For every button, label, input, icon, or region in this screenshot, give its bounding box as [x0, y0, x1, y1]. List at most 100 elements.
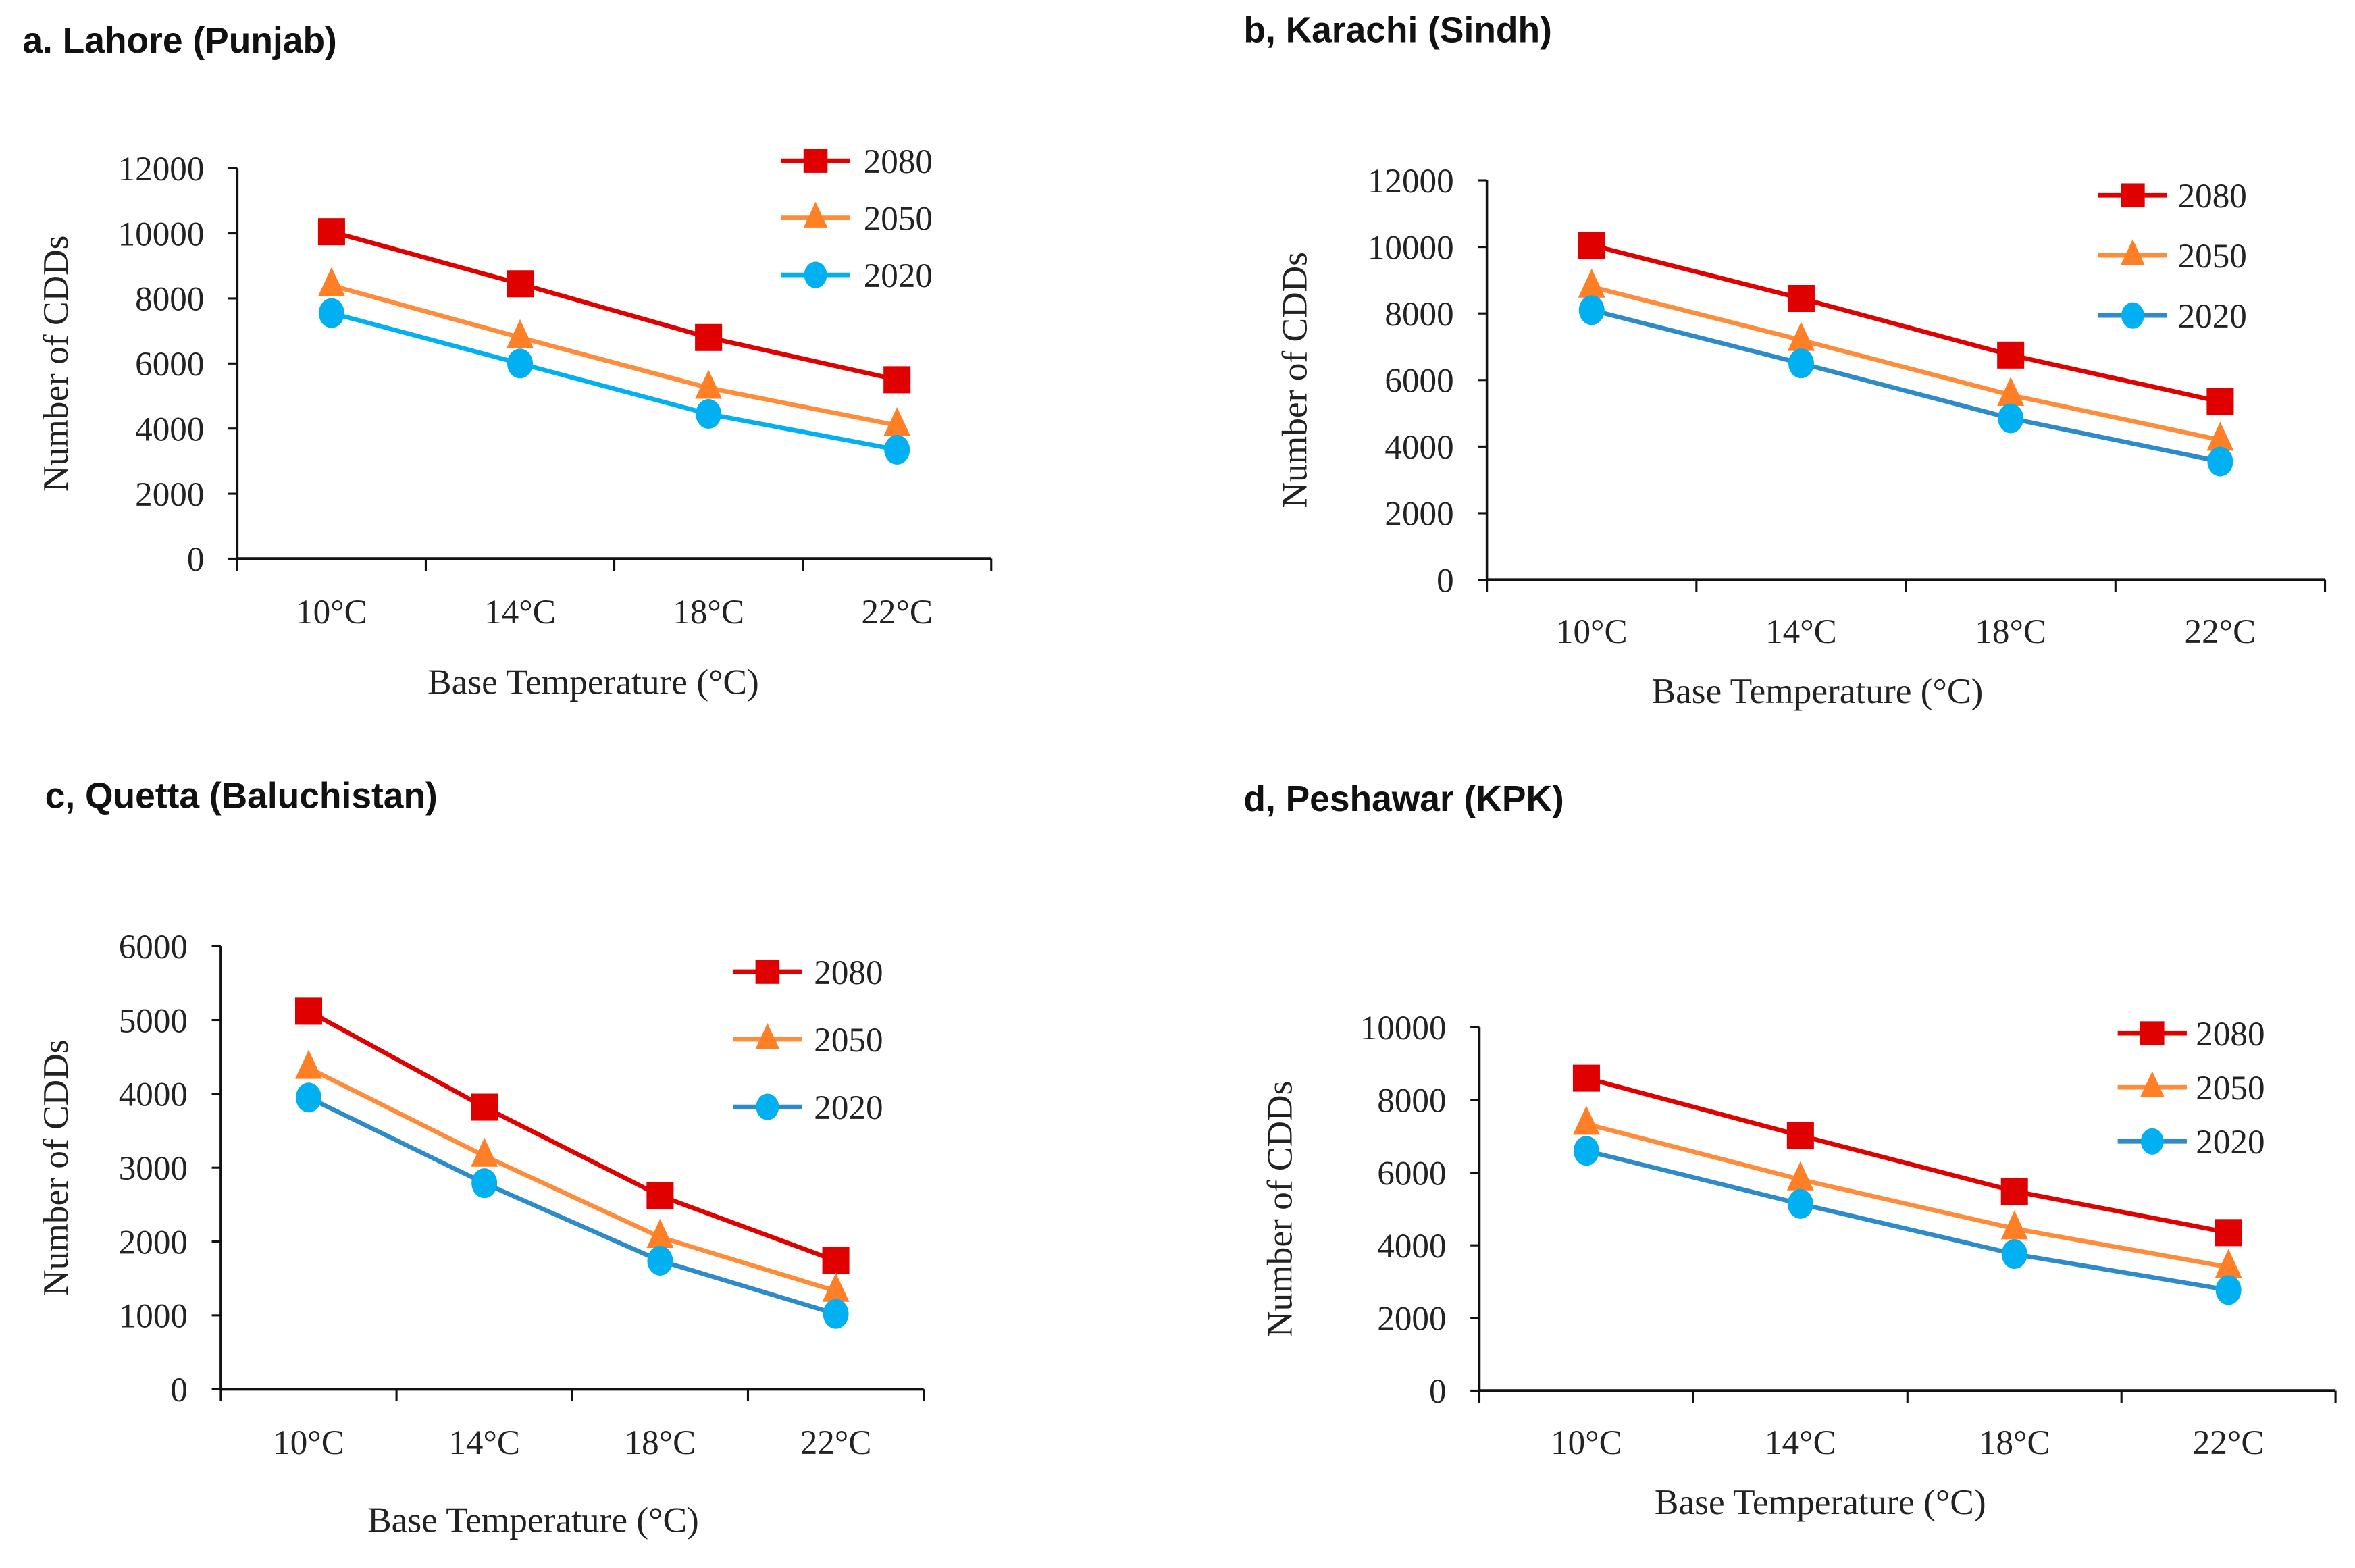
series-line-2020	[1590, 308, 2221, 464]
series-line-2080	[307, 1009, 837, 1263]
data-point-2050	[883, 407, 911, 436]
data-point-2080	[1786, 1122, 1814, 1149]
series-line-2050	[1586, 1122, 2229, 1270]
series-2080	[1578, 232, 2234, 415]
data-point-2020	[2207, 446, 2233, 477]
data-point-2020	[1573, 1136, 1599, 1166]
x-tick-label: 22°C	[2185, 612, 2256, 651]
x-tick-label: 14°C	[1765, 1423, 1836, 1462]
x-tick-label: 14°C	[1765, 612, 1837, 651]
series-line-2050	[1590, 284, 2221, 442]
data-point-2020	[696, 398, 722, 429]
y-axis-label: Number of CDDs	[1260, 1081, 1300, 1337]
series-line-2080	[1590, 242, 2221, 404]
x-axis-label: Base Temperature (°C)	[428, 662, 759, 702]
series-line-2050	[307, 1066, 837, 1293]
data-point-2050	[1997, 376, 2025, 406]
legend-label: 2080	[864, 142, 933, 181]
x-tick-label: 10°C	[296, 593, 367, 631]
y-tick-label: 8000	[1384, 295, 1453, 334]
y-tick-label: 10000	[1368, 228, 1454, 267]
y-tick-label: 10000	[118, 215, 205, 253]
data-point-2080	[317, 218, 345, 246]
data-point-2050	[646, 1218, 674, 1248]
data-point-2080	[695, 323, 723, 351]
legend-marker-2080	[2121, 183, 2145, 208]
y-tick-label: 4000	[119, 1076, 188, 1114]
y-tick-label: 2000	[119, 1223, 188, 1261]
series-2020	[1573, 1136, 2242, 1305]
y-axis-label: Number of CDDs	[1274, 252, 1315, 508]
data-point-2050	[294, 1049, 323, 1079]
x-tick-label: 18°C	[625, 1423, 696, 1462]
x-tick-label: 22°C	[861, 593, 933, 631]
data-point-2020	[884, 434, 910, 465]
data-point-2020	[1578, 295, 1605, 325]
y-tick-label: 2000	[135, 475, 204, 514]
legend-marker-2020	[2121, 302, 2144, 329]
y-tick-label: 2000	[1384, 495, 1453, 533]
legend-label: 2020	[814, 1089, 883, 1127]
x-axis-label: Base Temperature (°C)	[1655, 1482, 1986, 1522]
y-tick-label: 0	[1437, 561, 1454, 600]
y-tick-label: 12000	[118, 150, 205, 188]
series-line-2080	[1586, 1076, 2229, 1235]
data-point-2050	[506, 319, 534, 348]
series-2050	[1572, 1105, 2242, 1278]
y-tick-label: 6000	[119, 928, 188, 966]
legend-label: 2050	[814, 1021, 883, 1060]
series-2020	[318, 298, 910, 465]
legend-marker-2080	[755, 960, 780, 984]
x-tick-label: 14°C	[484, 593, 556, 631]
x-tick-label: 22°C	[2193, 1423, 2265, 1462]
series-2080	[294, 997, 850, 1274]
x-tick-label: 18°C	[673, 593, 744, 631]
legend-label: 2080	[814, 953, 883, 992]
data-point-2080	[1787, 284, 1815, 313]
x-axis-label: Base Temperature (°C)	[367, 1499, 699, 1540]
series-line-2020	[307, 1095, 837, 1316]
y-tick-label: 8000	[135, 280, 204, 319]
data-point-2080	[2000, 1177, 2028, 1205]
legend-label: 2020	[864, 257, 933, 295]
data-point-2020	[318, 298, 344, 328]
y-tick-label: 1000	[119, 1297, 188, 1336]
data-point-2050	[1578, 268, 1605, 298]
y-tick-label: 5000	[119, 1001, 188, 1040]
data-point-2020	[507, 348, 534, 379]
legend-marker-2020	[2140, 1128, 2164, 1155]
data-point-2080	[2206, 388, 2234, 415]
data-point-2050	[695, 369, 723, 399]
x-axis-label: Base Temperature (°C)	[1651, 671, 1983, 711]
data-point-2020	[1998, 403, 2024, 434]
legend-label: 2080	[2178, 177, 2247, 215]
y-axis-label: Number of CDDs	[35, 236, 76, 492]
chart-title: b, Karachi (Sindh)	[1243, 10, 1552, 50]
x-tick-label: 14°C	[448, 1423, 520, 1462]
legend-marker-2050	[755, 1023, 780, 1049]
data-point-2080	[1578, 232, 1605, 259]
data-point-2020	[1788, 348, 1814, 379]
data-point-2080	[506, 270, 534, 298]
chart-title: c, Quetta (Baluchistan)	[45, 777, 438, 816]
legend-label: 2050	[2178, 237, 2247, 276]
legend-marker-2020	[804, 261, 827, 288]
series-line-2050	[331, 283, 898, 428]
data-point-2050	[2000, 1210, 2028, 1240]
y-tick-label: 0	[1429, 1372, 1447, 1411]
legend-label: 2050	[864, 199, 933, 238]
series-2020	[1578, 295, 2233, 477]
legend-label: 2020	[2196, 1123, 2265, 1161]
legend-label: 2020	[2178, 297, 2247, 336]
series-line-2080	[331, 229, 898, 382]
data-point-2050	[317, 267, 345, 296]
y-tick-label: 4000	[1377, 1227, 1446, 1265]
legend-marker-2050	[2121, 239, 2145, 265]
series-line-2020	[1586, 1149, 2229, 1292]
data-point-2050	[822, 1272, 850, 1302]
y-tick-label: 4000	[135, 410, 204, 448]
data-point-2050	[1787, 321, 1815, 351]
y-tick-label: 6000	[135, 345, 204, 384]
x-tick-label: 10°C	[1551, 1423, 1622, 1462]
